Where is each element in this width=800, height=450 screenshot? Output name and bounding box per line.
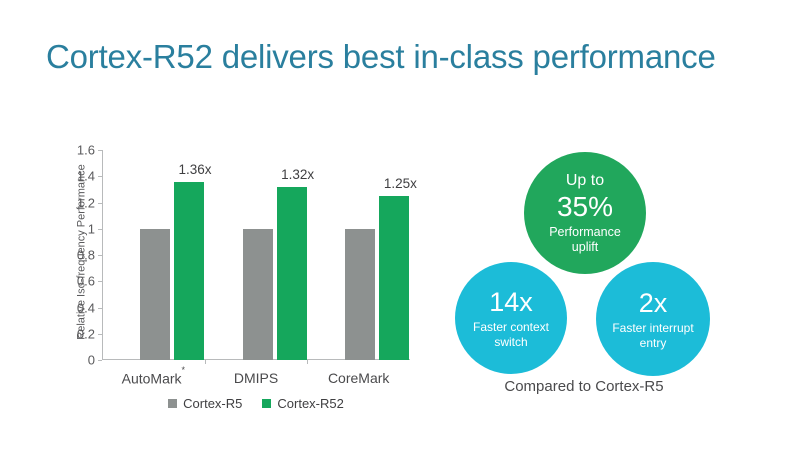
- chart-bar-value-label: 1.32x: [281, 166, 315, 182]
- bar-chart: Relative Iso-frequency Performance 0 0.2 0…: [36, 142, 436, 427]
- chart-bar: [242, 228, 273, 360]
- chart-bar: [276, 186, 307, 360]
- chart-bar-group: 1.36x: [102, 150, 212, 360]
- stat-blue-right-value: 2x: [638, 287, 668, 318]
- chart-x-tick-label: AutoMark*: [121, 364, 186, 387]
- chart-y-tick-label: 0.2: [76, 326, 95, 342]
- chart-y-tick-mark: [98, 176, 102, 178]
- chart-y-tick-mark: [98, 281, 102, 283]
- chart-y-tick-label: 1.2: [76, 195, 95, 210]
- chart-y-tick-mark: [98, 360, 102, 361]
- legend-swatch-icon: [262, 399, 272, 408]
- chart-bar-group: 1.25x: [307, 150, 417, 364]
- chart-y-tick-label: 0: [87, 352, 95, 368]
- chart-bar: [379, 195, 410, 360]
- chart-y-tick-mark: [98, 202, 102, 204]
- stat-blue-left-value: 14x: [489, 286, 533, 317]
- stat-green-desc-line2: uplift: [571, 239, 599, 254]
- chart-y-tick-mark: [98, 333, 102, 335]
- legend-label: Cortex-R52: [277, 396, 344, 411]
- chart-y-tick-mark: [98, 307, 102, 309]
- stat-circle-interrupt-entry: 2x Faster interrupt entry: [596, 262, 710, 376]
- chart-bar-group: 1.32x: [204, 150, 314, 364]
- stat-blue-left-desc-line2: switch: [494, 334, 528, 349]
- chart-bar-value-label: 1.36x: [178, 161, 212, 177]
- chart-legend-item: Cortex-R52: [262, 396, 344, 411]
- stat-green-desc-line1: Performance: [549, 224, 621, 239]
- footnote-marker: *: [181, 364, 186, 375]
- chart-y-tick-mark: [98, 255, 102, 256]
- chart-y-tick-label: 1.4: [76, 168, 95, 184]
- stat-circle-performance-uplift: Up to 35% Performance uplift: [524, 152, 646, 274]
- stat-green-top-text: Up to: [565, 171, 605, 189]
- chart-y-tick-label: 1.6: [76, 142, 95, 158]
- chart-y-axis-line: [102, 150, 103, 360]
- chart-y-tick-mark: [98, 150, 102, 151]
- chart-y-tick-label: 1: [87, 221, 95, 237]
- legend-label: Cortex-R5: [183, 396, 243, 411]
- chart-y-tick-label: 0.4: [76, 300, 95, 315]
- stat-circle-context-switch: 14x Faster context switch: [455, 262, 567, 374]
- stat-blue-left-desc-line1: Faster context: [472, 320, 550, 335]
- chart-x-tick-labels: AutoMark* DMIPS CoreMark: [102, 364, 410, 387]
- chart-y-tick-label: 0.6: [76, 273, 95, 289]
- chart-y-tick-mark: [98, 228, 102, 230]
- stat-green-value: 35%: [556, 190, 614, 222]
- legend-swatch-icon: [168, 399, 178, 408]
- chart-x-tick-label: CoreMark: [327, 370, 390, 386]
- chart-legend: Cortex-R5 Cortex-R52: [102, 396, 410, 411]
- chart-bar: [140, 228, 170, 360]
- chart-x-tick-label: DMIPS: [233, 370, 279, 386]
- chart-y-tick-label: 0.8: [76, 247, 95, 263]
- chart-legend-item: Cortex-R5: [168, 396, 242, 411]
- stat-blue-right-desc-line2: entry: [639, 335, 667, 350]
- chart-plot-area: 0 0.2 0.4 0.6 0.8 1 1.2 1.4 1.6 1.36x 1.32x 1.25x: [77, 144, 417, 367]
- comparison-caption: Compared to Cortex-R5: [504, 378, 664, 395]
- chart-bar: [174, 181, 204, 360]
- chart-bar-value-label: 1.25x: [383, 175, 417, 191]
- chart-bar: [345, 228, 376, 360]
- page-title: Cortex-R52 delivers best in-class perfor…: [46, 38, 716, 75]
- stat-blue-right-desc-line1: Faster interrupt: [612, 321, 694, 336]
- chart-bar-groups: 1.36x 1.32x 1.25x: [102, 150, 417, 364]
